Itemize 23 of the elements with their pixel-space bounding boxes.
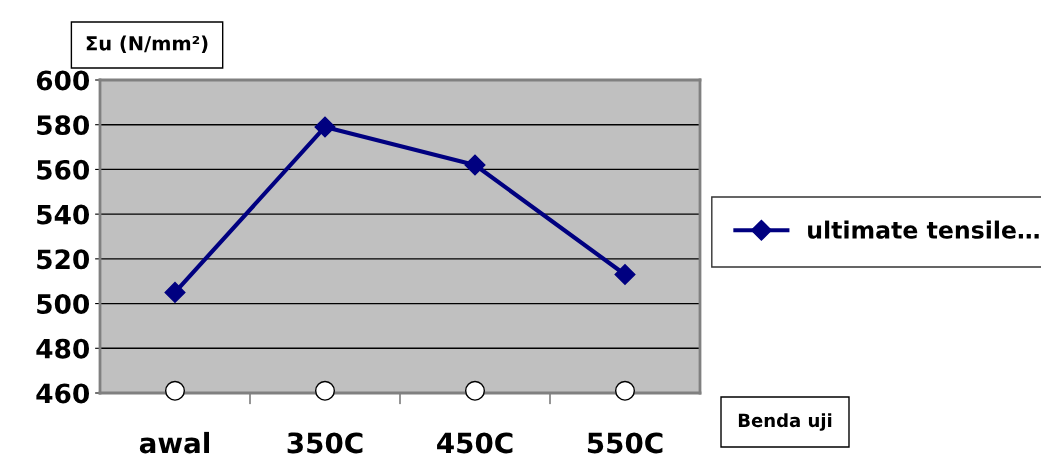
point xyxy=(164,281,186,303)
legend-label: ultimate tensile… xyxy=(808,220,1039,239)
x-tick-label: awal xyxy=(139,431,209,454)
y-tick-label: 600 xyxy=(36,70,90,91)
point xyxy=(164,380,186,401)
point xyxy=(314,380,336,401)
x-tick-label: 450C xyxy=(437,432,513,454)
x-tick-label: 350C xyxy=(287,432,363,454)
y-tick-label: 460 xyxy=(36,383,90,404)
y-axis-title: Σu (N/mm²) xyxy=(86,35,208,53)
point xyxy=(464,154,486,176)
point xyxy=(614,263,636,286)
y-tick-label: 540 xyxy=(37,204,90,225)
y-tick-label: 580 xyxy=(37,115,90,136)
y-tick-label: 520 xyxy=(37,249,90,270)
y-tick-label: 480 xyxy=(36,338,90,359)
point xyxy=(614,380,636,401)
y-tick-label: 560 xyxy=(37,159,90,180)
x-tick-label: 550C xyxy=(587,432,663,454)
y-tick-label: 500 xyxy=(37,294,90,314)
point xyxy=(464,380,486,401)
point xyxy=(314,116,336,138)
x-axis-title: Benda uji xyxy=(738,413,832,431)
